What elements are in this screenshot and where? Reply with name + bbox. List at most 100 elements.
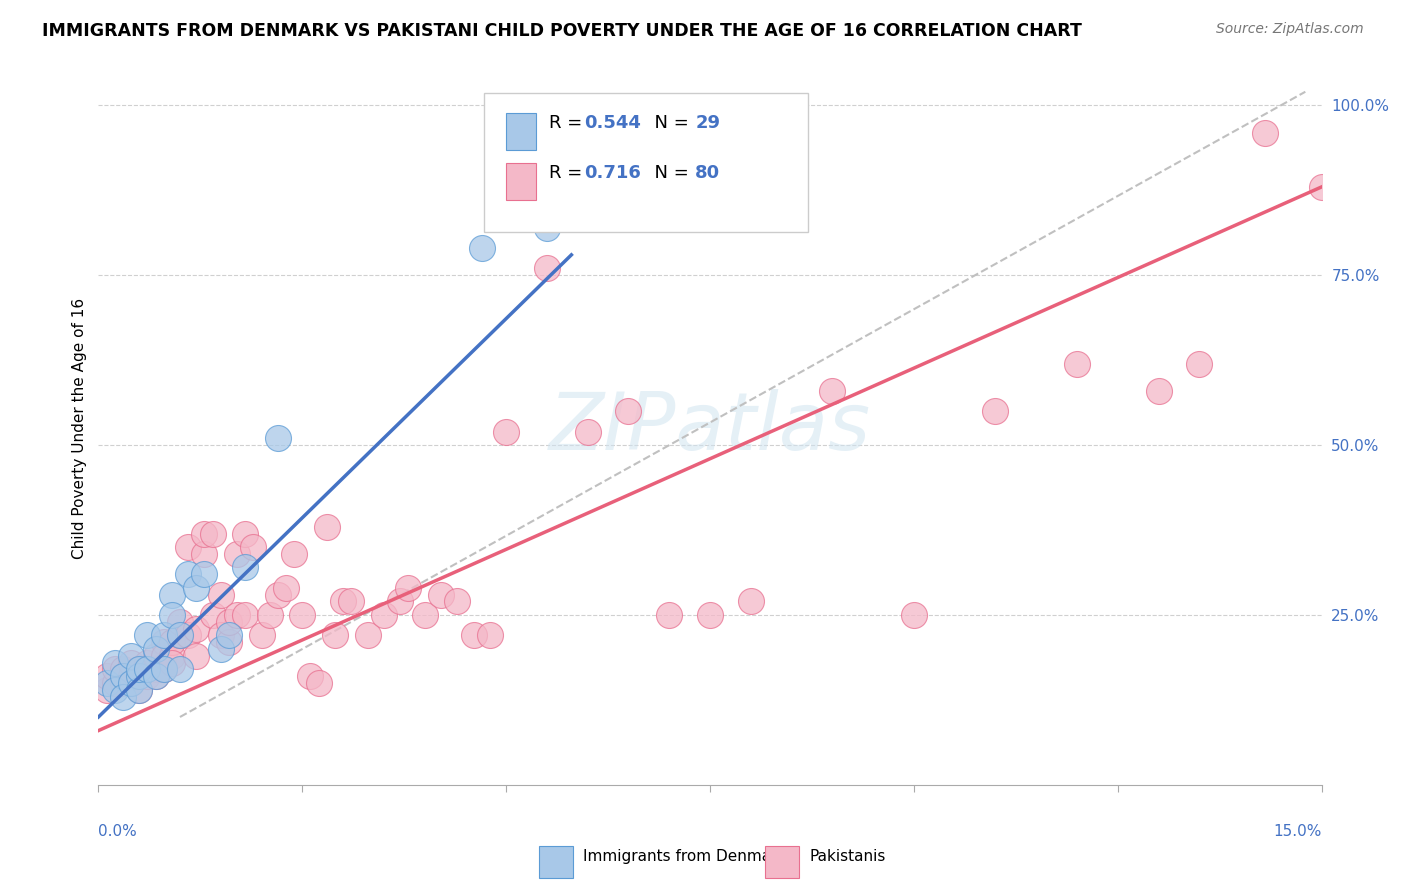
Point (471, 241, 494, 255)
Point (308, 676, 330, 690)
Point (111, 669, 134, 683)
Point (233, 608, 256, 623)
Point (169, 628, 191, 642)
Point (160, 588, 183, 602)
Point (128, 669, 150, 683)
Point (186, 581, 208, 595)
Point (128, 662, 150, 676)
Point (274, 581, 297, 595)
Point (104, 682, 127, 697)
Point (209, 588, 232, 602)
Point (128, 669, 150, 683)
Text: Source: ZipAtlas.com: Source: ZipAtlas.com (1216, 22, 1364, 37)
Point (201, 608, 224, 623)
Point (699, 608, 721, 623)
Point (152, 662, 174, 676)
Point (128, 662, 150, 676)
Point (145, 669, 167, 683)
Point (740, 594, 762, 608)
Point (186, 648, 208, 663)
Point (340, 594, 363, 608)
Point (267, 588, 290, 602)
Point (136, 662, 159, 676)
Point (96, 669, 118, 683)
Point (1188, 357, 1211, 371)
Text: R =: R = (548, 164, 588, 182)
Point (177, 540, 200, 554)
Point (413, 608, 436, 623)
Point (120, 648, 142, 663)
Point (1310, 180, 1333, 194)
Point (226, 547, 249, 561)
Point (136, 662, 159, 676)
Point (120, 656, 142, 670)
Text: Immigrants from Denmark: Immigrants from Denmark (583, 849, 786, 864)
Point (136, 669, 159, 683)
Point (226, 608, 249, 623)
Text: 15.0%: 15.0% (1274, 824, 1322, 839)
Point (193, 547, 215, 561)
Point (389, 594, 412, 608)
Point (617, 404, 640, 418)
Point (209, 642, 232, 657)
FancyBboxPatch shape (765, 846, 800, 878)
Text: N =: N = (643, 164, 695, 182)
Point (250, 628, 273, 642)
FancyBboxPatch shape (506, 112, 536, 150)
Point (152, 635, 174, 649)
Text: N =: N = (643, 114, 695, 132)
Point (1066, 357, 1088, 371)
Point (120, 676, 142, 690)
FancyBboxPatch shape (484, 93, 808, 232)
Point (267, 431, 290, 445)
Point (356, 628, 378, 642)
FancyBboxPatch shape (538, 846, 574, 878)
Point (1253, 126, 1275, 140)
Point (177, 628, 200, 642)
Point (186, 622, 208, 636)
Point (169, 628, 191, 642)
Point (152, 662, 174, 676)
Point (104, 656, 127, 670)
Text: R =: R = (548, 114, 588, 132)
Point (576, 425, 599, 439)
Point (104, 662, 127, 676)
Text: IMMIGRANTS FROM DENMARK VS PAKISTANI CHILD POVERTY UNDER THE AGE OF 16 CORRELATI: IMMIGRANTS FROM DENMARK VS PAKISTANI CHI… (42, 22, 1083, 40)
Point (283, 547, 305, 561)
Point (291, 608, 314, 623)
Point (111, 669, 134, 683)
Point (128, 682, 150, 697)
Point (96, 682, 118, 697)
Point (463, 628, 485, 642)
Point (193, 567, 215, 582)
Point (120, 676, 142, 690)
Point (658, 608, 681, 623)
Point (218, 628, 240, 642)
Point (209, 628, 232, 642)
Point (120, 669, 142, 683)
Point (193, 526, 215, 541)
Point (169, 615, 191, 629)
Point (218, 635, 240, 649)
Text: 0.544: 0.544 (583, 114, 641, 132)
Point (145, 648, 167, 663)
Point (160, 656, 183, 670)
Point (111, 676, 134, 690)
Point (373, 608, 395, 623)
Point (160, 608, 183, 623)
Point (430, 588, 453, 602)
Point (177, 567, 200, 582)
Text: 80: 80 (696, 164, 720, 182)
Point (160, 648, 183, 663)
Point (495, 425, 517, 439)
Point (903, 608, 925, 623)
Y-axis label: Child Poverty Under the Age of 16: Child Poverty Under the Age of 16 (72, 298, 87, 558)
Point (152, 648, 174, 663)
Text: ZIPatlas: ZIPatlas (548, 389, 872, 467)
Text: 29: 29 (696, 114, 720, 132)
Point (145, 662, 167, 676)
Point (233, 526, 256, 541)
Point (299, 669, 322, 683)
Point (111, 690, 134, 704)
Point (145, 642, 167, 657)
